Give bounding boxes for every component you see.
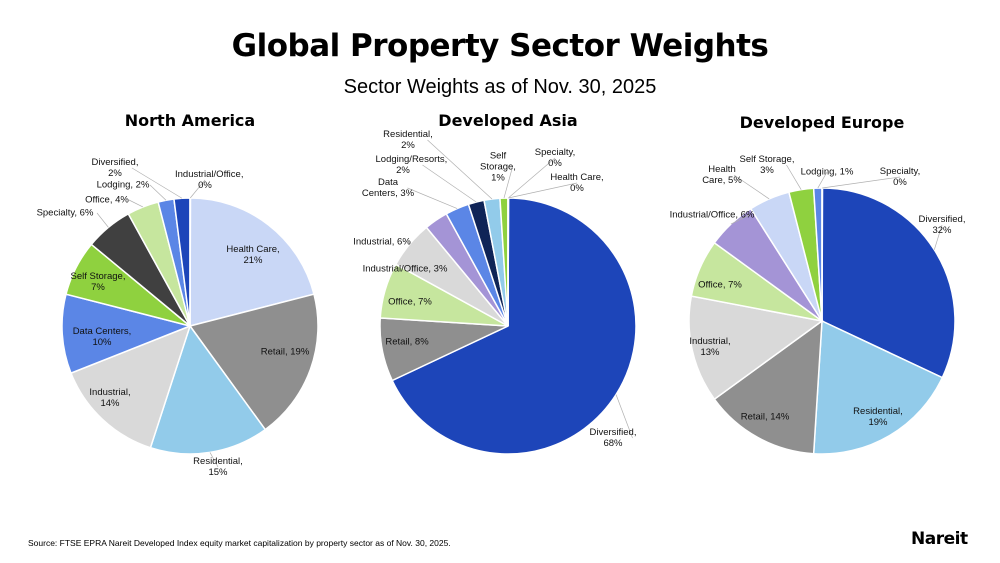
slice-developed-asia-health-care <box>507 197 510 327</box>
leader-line <box>817 171 828 189</box>
leader-line <box>131 167 183 199</box>
leader-line <box>128 199 144 208</box>
label-developed-europe-industrial-office: Industrial/Office, 6% <box>669 209 755 221</box>
leader-line <box>786 164 802 190</box>
leader-line <box>615 394 633 439</box>
slice-developed-europe-industrial <box>688 295 824 401</box>
label-developed-europe-diversified: Diversified, 32% <box>918 214 966 236</box>
label-north-america-lodging: Lodging, 2% <box>96 179 150 191</box>
leader-line <box>422 164 477 203</box>
label-developed-asia-industrial-office: Industrial/Office, 3% <box>362 263 448 275</box>
page-subtitle: Sector Weights as of Nov. 30, 2025 <box>343 76 657 98</box>
leader-line <box>96 212 109 228</box>
slice-north-america-industrial-office <box>189 197 192 327</box>
leader-line <box>189 179 206 199</box>
pie-title-developed-europe: Developed Europe <box>739 113 905 132</box>
leader-line <box>209 452 219 468</box>
slice-developed-europe-diversified <box>821 187 956 379</box>
label-developed-asia-health-care: Health Care, 0% <box>550 172 604 194</box>
label-developed-asia-residential: Residential, 2% <box>383 129 433 151</box>
label-developed-asia-self-storage: Self Storage, 1% <box>480 150 516 184</box>
label-developed-asia-data-centers: Data Centers, 3% <box>361 177 415 199</box>
slice-north-america-health-care <box>189 197 315 327</box>
leader-line <box>733 174 770 200</box>
label-north-america-office: Office, 4% <box>85 194 129 206</box>
label-developed-asia-retail: Retail, 8% <box>385 336 429 348</box>
leader-line <box>427 139 493 200</box>
slice-north-america-industrial <box>70 324 192 449</box>
slice-north-america-retail <box>188 293 319 431</box>
label-developed-asia-office: Office, 7% <box>388 296 432 308</box>
leader-line <box>508 182 578 199</box>
pie-title-developed-asia: Developed Asia <box>438 111 578 130</box>
slice-north-america-data-centers <box>61 293 193 375</box>
label-developed-europe-health-care: Health Care, 5% <box>702 164 742 186</box>
leader-line <box>407 187 458 209</box>
label-developed-asia-industrial: Industrial, 6% <box>353 236 411 248</box>
label-north-america-retail: Retail, 19% <box>260 346 310 358</box>
pie-title-north-america: North America <box>124 111 256 130</box>
label-north-america-industrial-office: Industrial/Office, 0% <box>175 169 244 191</box>
label-north-america-residential: Residential, 15% <box>193 456 243 478</box>
label-developed-europe-industrial: Industrial, 13% <box>689 336 731 358</box>
page-title: Global Property Sector Weights <box>231 28 769 64</box>
label-developed-europe-lodging: Lodging, 1% <box>800 166 854 178</box>
slice-north-america-residential <box>149 324 267 455</box>
label-north-america-specialty: Specialty, 6% <box>36 207 94 219</box>
leader-line <box>822 176 901 189</box>
label-developed-europe-self-storage: Self Storage, 3% <box>739 154 795 176</box>
slice-developed-europe-specialty <box>821 187 824 322</box>
slice-developed-europe-residential <box>812 319 944 455</box>
leader-line <box>933 224 943 250</box>
slice-developed-europe-retail <box>713 319 823 455</box>
label-north-america-diversified: Diversified, 2% <box>91 157 139 179</box>
slice-developed-asia-diversified <box>391 197 637 455</box>
label-north-america-data-centers: Data Centers, 10% <box>72 326 132 348</box>
leader-line <box>503 166 513 199</box>
label-north-america-industrial: Industrial, 14% <box>89 387 131 409</box>
label-developed-europe-specialty: Specialty, 0% <box>879 166 921 188</box>
label-developed-asia-lodging-resorts: Lodging/Resorts, 2% <box>375 154 448 176</box>
source-note: Source: FTSE EPRA Nareit Developed Index… <box>28 538 451 548</box>
label-north-america-self-storage: Self Storage, 7% <box>70 271 126 293</box>
leader-line <box>508 157 556 199</box>
leader-line <box>149 184 167 201</box>
nareit-logo: Nareit <box>911 529 968 549</box>
label-developed-europe-retail: Retail, 14% <box>740 411 790 423</box>
label-north-america-health-care: Health Care, 21% <box>226 244 280 266</box>
leader-line <box>730 214 750 225</box>
label-developed-europe-residential: Residential, 19% <box>853 406 903 428</box>
label-developed-asia-specialty: Specialty, 0% <box>534 147 576 169</box>
label-developed-europe-office: Office, 7% <box>698 279 742 291</box>
label-developed-asia-diversified: Diversified, 68% <box>589 427 637 449</box>
